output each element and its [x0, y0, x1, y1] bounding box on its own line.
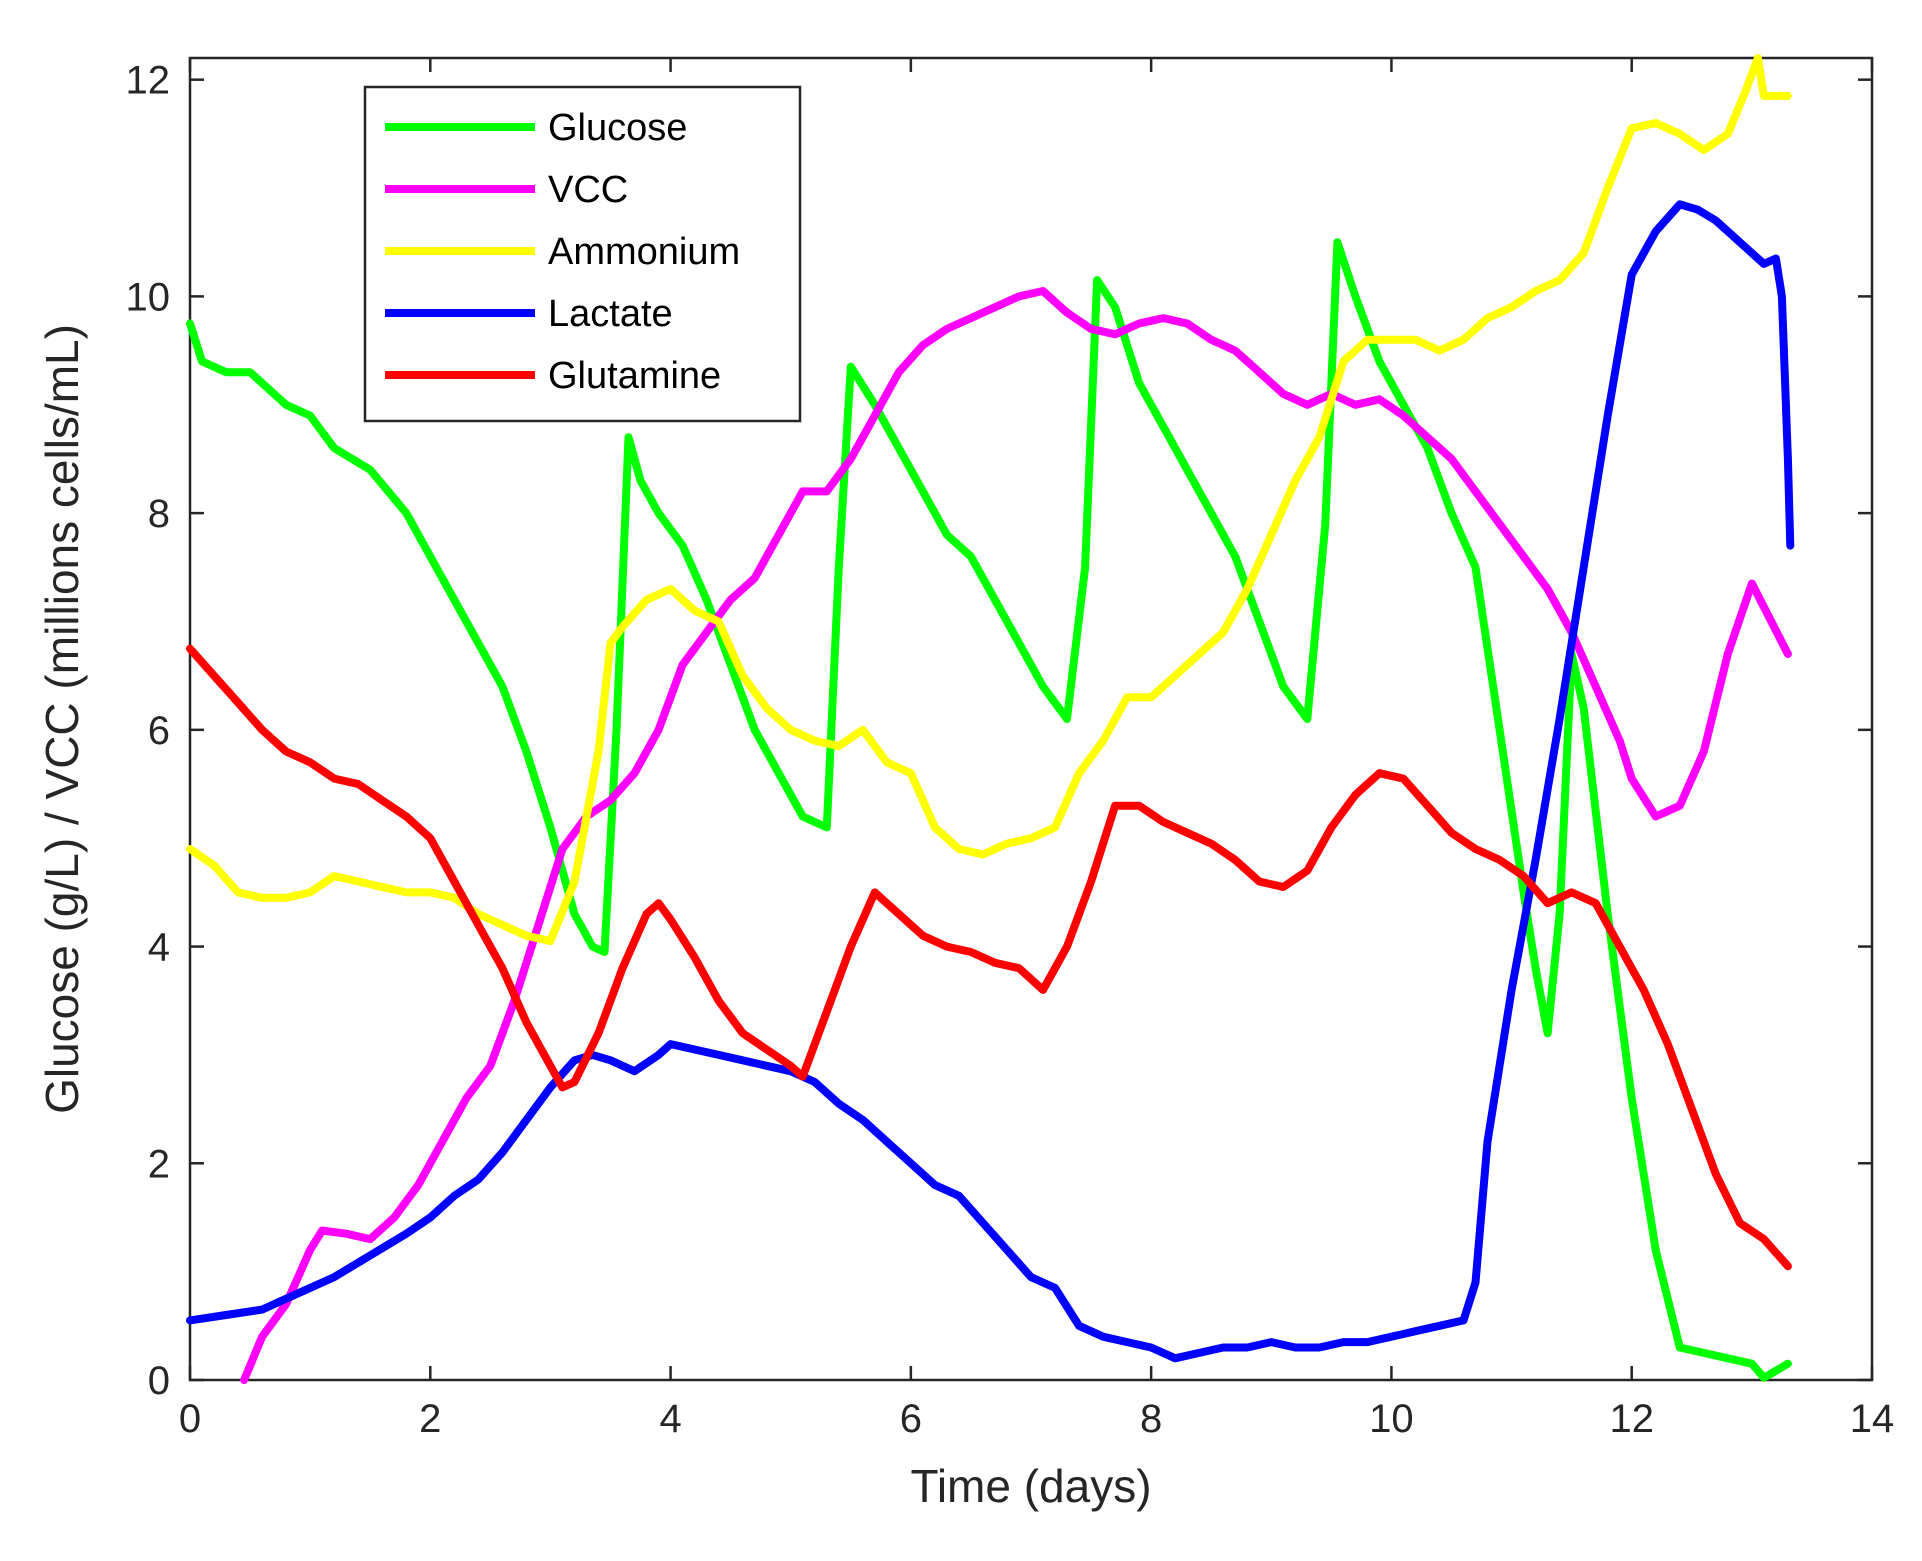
series-line-glutamine: [186, 644, 1792, 1271]
y-tick-label: 4: [148, 926, 170, 970]
series-line-lactate: [186, 200, 1795, 1363]
series-line-vcc: [240, 287, 1792, 1384]
legend: Glucose VCC Ammonium Lactate Glutamine: [363, 85, 802, 423]
legend-label-lactate: Lactate: [548, 293, 673, 335]
x-tick-label: 10: [1369, 1397, 1414, 1441]
x-tick-label: 12: [1609, 1397, 1654, 1441]
x-tick-label: 4: [659, 1397, 681, 1441]
ticks-layer: 0 2 4 6 8 10 12 14 0 2 4 6 8 10 12: [126, 58, 1895, 1441]
legend-label-ammonium: Ammonium: [548, 231, 740, 273]
legend-label-glutamine: Glutamine: [548, 355, 721, 397]
y-tick-label: 6: [148, 709, 170, 753]
y-tick-label: 2: [148, 1142, 170, 1186]
x-axis-title: Time (days): [910, 1460, 1151, 1512]
y-axis-title: Glucose (g/L) / VCC (millions cells/mL): [36, 324, 88, 1114]
legend-items: Glucose VCC Ammonium Lactate Glutamine: [385, 107, 740, 397]
y-tick-label: 8: [148, 492, 170, 536]
legend-label-glucose: Glucose: [548, 107, 687, 149]
y-tick-label: 12: [126, 59, 171, 103]
y-tick-label: 0: [148, 1359, 170, 1403]
y-tick-label: 10: [126, 275, 171, 319]
x-tick-label: 8: [1140, 1397, 1162, 1441]
legend-label-vcc: VCC: [548, 169, 628, 211]
series-layer: [186, 54, 1795, 1384]
x-tick-label: 0: [179, 1397, 201, 1441]
x-tick-label: 14: [1850, 1397, 1895, 1441]
series-line-glucose: [186, 238, 1792, 1382]
x-tick-label: 2: [419, 1397, 441, 1441]
x-tick-label: 6: [900, 1397, 922, 1441]
